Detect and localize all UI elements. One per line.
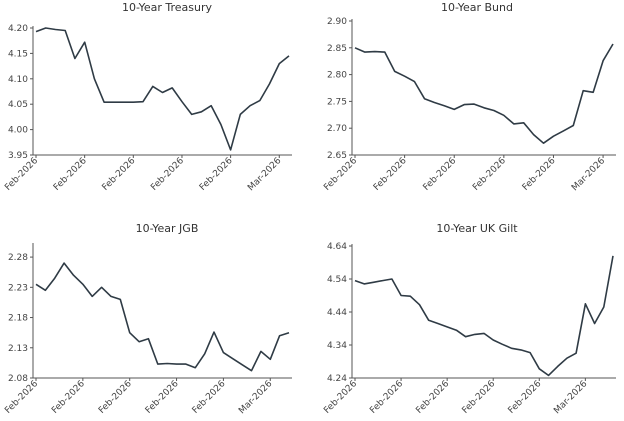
bund-x-tick-label: Feb-2026 [471, 156, 508, 193]
bund-x-tick-label: Feb-2026 [372, 156, 409, 193]
bund-y-tick-label: 2.65 [327, 151, 347, 161]
bund-y-tick-label: 2.90 [327, 17, 347, 27]
treasury-y-tick-label: 4.15 [8, 49, 28, 59]
treasury-y-tick-label: 4.00 [8, 126, 28, 136]
bund-title: 10-Year Bund [441, 1, 513, 14]
chart-treasury: 10-Year Treasury 3.95 4.00 4.05 4.10 4.15 4.20… [3, 1, 292, 193]
gilt-y-tick-label: 4.54 [327, 275, 347, 285]
treasury-x-tick-label: Feb-2026 [52, 156, 89, 193]
chart-gilt: 10-Year UK Gilt 4.24 4.34 4.44 4.54 4.64 Feb-2… [322, 222, 616, 416]
jgb-y-tick-label: 2.13 [8, 344, 28, 354]
treasury-x-tick-label: Feb-2026 [198, 156, 235, 193]
gilt-x-tick-label: Feb-2026 [414, 379, 451, 416]
gilt-y-tick-label: 4.24 [327, 374, 347, 384]
treasury-x-tick-label: Feb-2026 [101, 156, 138, 193]
jgb-y-tick-label: 2.08 [8, 374, 28, 384]
bund-x-tick-label: Mar-2026 [570, 156, 607, 193]
bund-x-tick-label: Feb-2026 [521, 156, 558, 193]
bund-y-tick-label: 2.85 [327, 44, 347, 54]
bund-x-tick-label: Feb-2026 [322, 156, 359, 193]
jgb-x-tick-label: Feb-2026 [50, 379, 87, 416]
jgb-x-tick-label: Feb-2026 [144, 379, 181, 416]
gilt-x-tick-label: Feb-2026 [368, 379, 405, 416]
jgb-y-tick-label: 2.28 [8, 253, 28, 263]
gilt-x-tick-label: Feb-2026 [322, 379, 359, 416]
chart-jgb: 10-Year JGB 2.08 2.13 2.18 2.23 2.28 Feb-2026 F… [3, 222, 292, 416]
treasury-y-tick-label: 4.20 [8, 24, 28, 34]
gilt-y-tick-label: 4.34 [327, 341, 347, 351]
gilt-title: 10-Year UK Gilt [436, 222, 518, 235]
gilt-y-tick-label: 4.64 [327, 242, 347, 252]
jgb-x-tick-label: Feb-2026 [191, 379, 228, 416]
treasury-y-tick-label: 4.10 [8, 75, 28, 85]
jgb-x-tick-label: Mar-2026 [237, 379, 274, 416]
jgb-x-tick-label: Feb-2026 [3, 379, 40, 416]
bund-y-tick-label: 2.80 [327, 71, 347, 81]
jgb-y-tick-label: 2.18 [8, 314, 28, 324]
jgb-title: 10-Year JGB [136, 222, 199, 235]
chart-bund: 10-Year Bund 2.65 2.70 2.75 2.80 2.85 2.90 Feb-… [322, 1, 616, 193]
bund-y-tick-label: 2.70 [327, 124, 347, 134]
bund-series-line [354, 43, 614, 144]
treasury-x-tick-label: Feb-2026 [3, 156, 40, 193]
jgb-x-tick-label: Feb-2026 [97, 379, 134, 416]
gilt-y-tick-label: 4.44 [327, 308, 347, 318]
gilt-x-tick-label: Feb-2026 [460, 379, 497, 416]
treasury-x-tick-label: Feb-2026 [149, 156, 186, 193]
gilt-x-tick-label: Mar-2026 [552, 379, 589, 416]
jgb-series-line [35, 262, 290, 372]
treasury-y-tick-label: 4.05 [8, 100, 28, 110]
gilt-x-tick-label: Feb-2026 [507, 379, 544, 416]
gilt-series-line [354, 255, 614, 377]
bund-x-tick-label: Feb-2026 [422, 156, 459, 193]
bund-y-tick-label: 2.75 [327, 97, 347, 107]
jgb-y-tick-label: 2.23 [8, 283, 28, 293]
treasury-y-tick-label: 3.95 [8, 151, 28, 161]
treasury-title: 10-Year Treasury [122, 1, 213, 14]
treasury-series-line [35, 27, 290, 151]
treasury-x-tick-label: Mar-2026 [246, 156, 283, 193]
